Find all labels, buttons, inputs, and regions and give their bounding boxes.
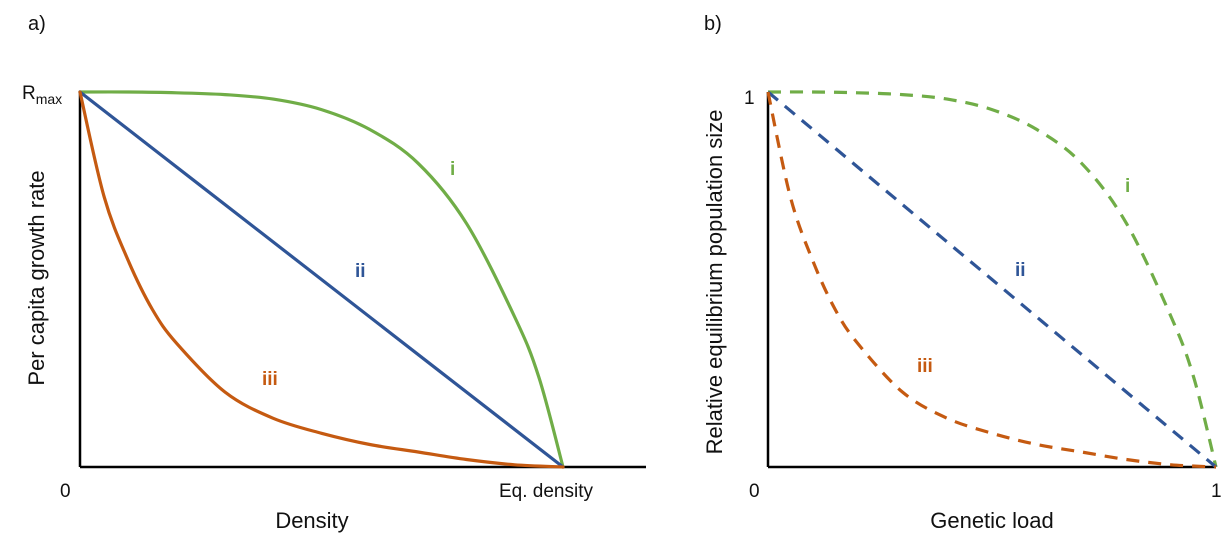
series-label-i: i bbox=[450, 159, 455, 180]
rmax-main: R bbox=[22, 83, 36, 104]
series-label-ii: ii bbox=[1015, 260, 1026, 281]
panel-a-x-tick-0: 0 bbox=[60, 481, 71, 502]
series-label-iii: iii bbox=[262, 369, 278, 390]
panel-b-x-axis-title: Genetic load bbox=[930, 508, 1054, 533]
panel-a-curves bbox=[78, 90, 565, 469]
curve-ii bbox=[766, 90, 1218, 469]
panel-a-x-tick-eq-density: Eq. density bbox=[499, 481, 593, 502]
panel-b-y-axis-title: Relative equilibrium population size bbox=[702, 110, 727, 455]
series-label-i: i bbox=[1125, 176, 1130, 197]
curve-ii bbox=[78, 90, 565, 469]
panel-b-x-tick-0: 0 bbox=[749, 481, 760, 502]
panel-b-x-tick-1: 1 bbox=[1211, 481, 1222, 502]
panel-a-label: a) bbox=[28, 13, 46, 35]
series-label-ii: ii bbox=[355, 261, 366, 282]
curve-iii bbox=[78, 90, 565, 469]
curve-i bbox=[78, 90, 565, 469]
panel-b-y-tick-1: 1 bbox=[744, 88, 755, 109]
rmax-subscript: max bbox=[36, 91, 62, 107]
panel-a-x-axis-title: Density bbox=[275, 508, 348, 533]
panel-b-curves bbox=[766, 90, 1218, 469]
panel-a-y-tick-rmax: Rmax bbox=[22, 83, 62, 107]
panel-b-label: b) bbox=[704, 13, 722, 35]
series-label-iii: iii bbox=[917, 356, 933, 377]
curve-i bbox=[767, 90, 1218, 468]
panel-a-y-axis-title: Per capita growth rate bbox=[24, 170, 49, 385]
curve-iii bbox=[766, 91, 1217, 469]
